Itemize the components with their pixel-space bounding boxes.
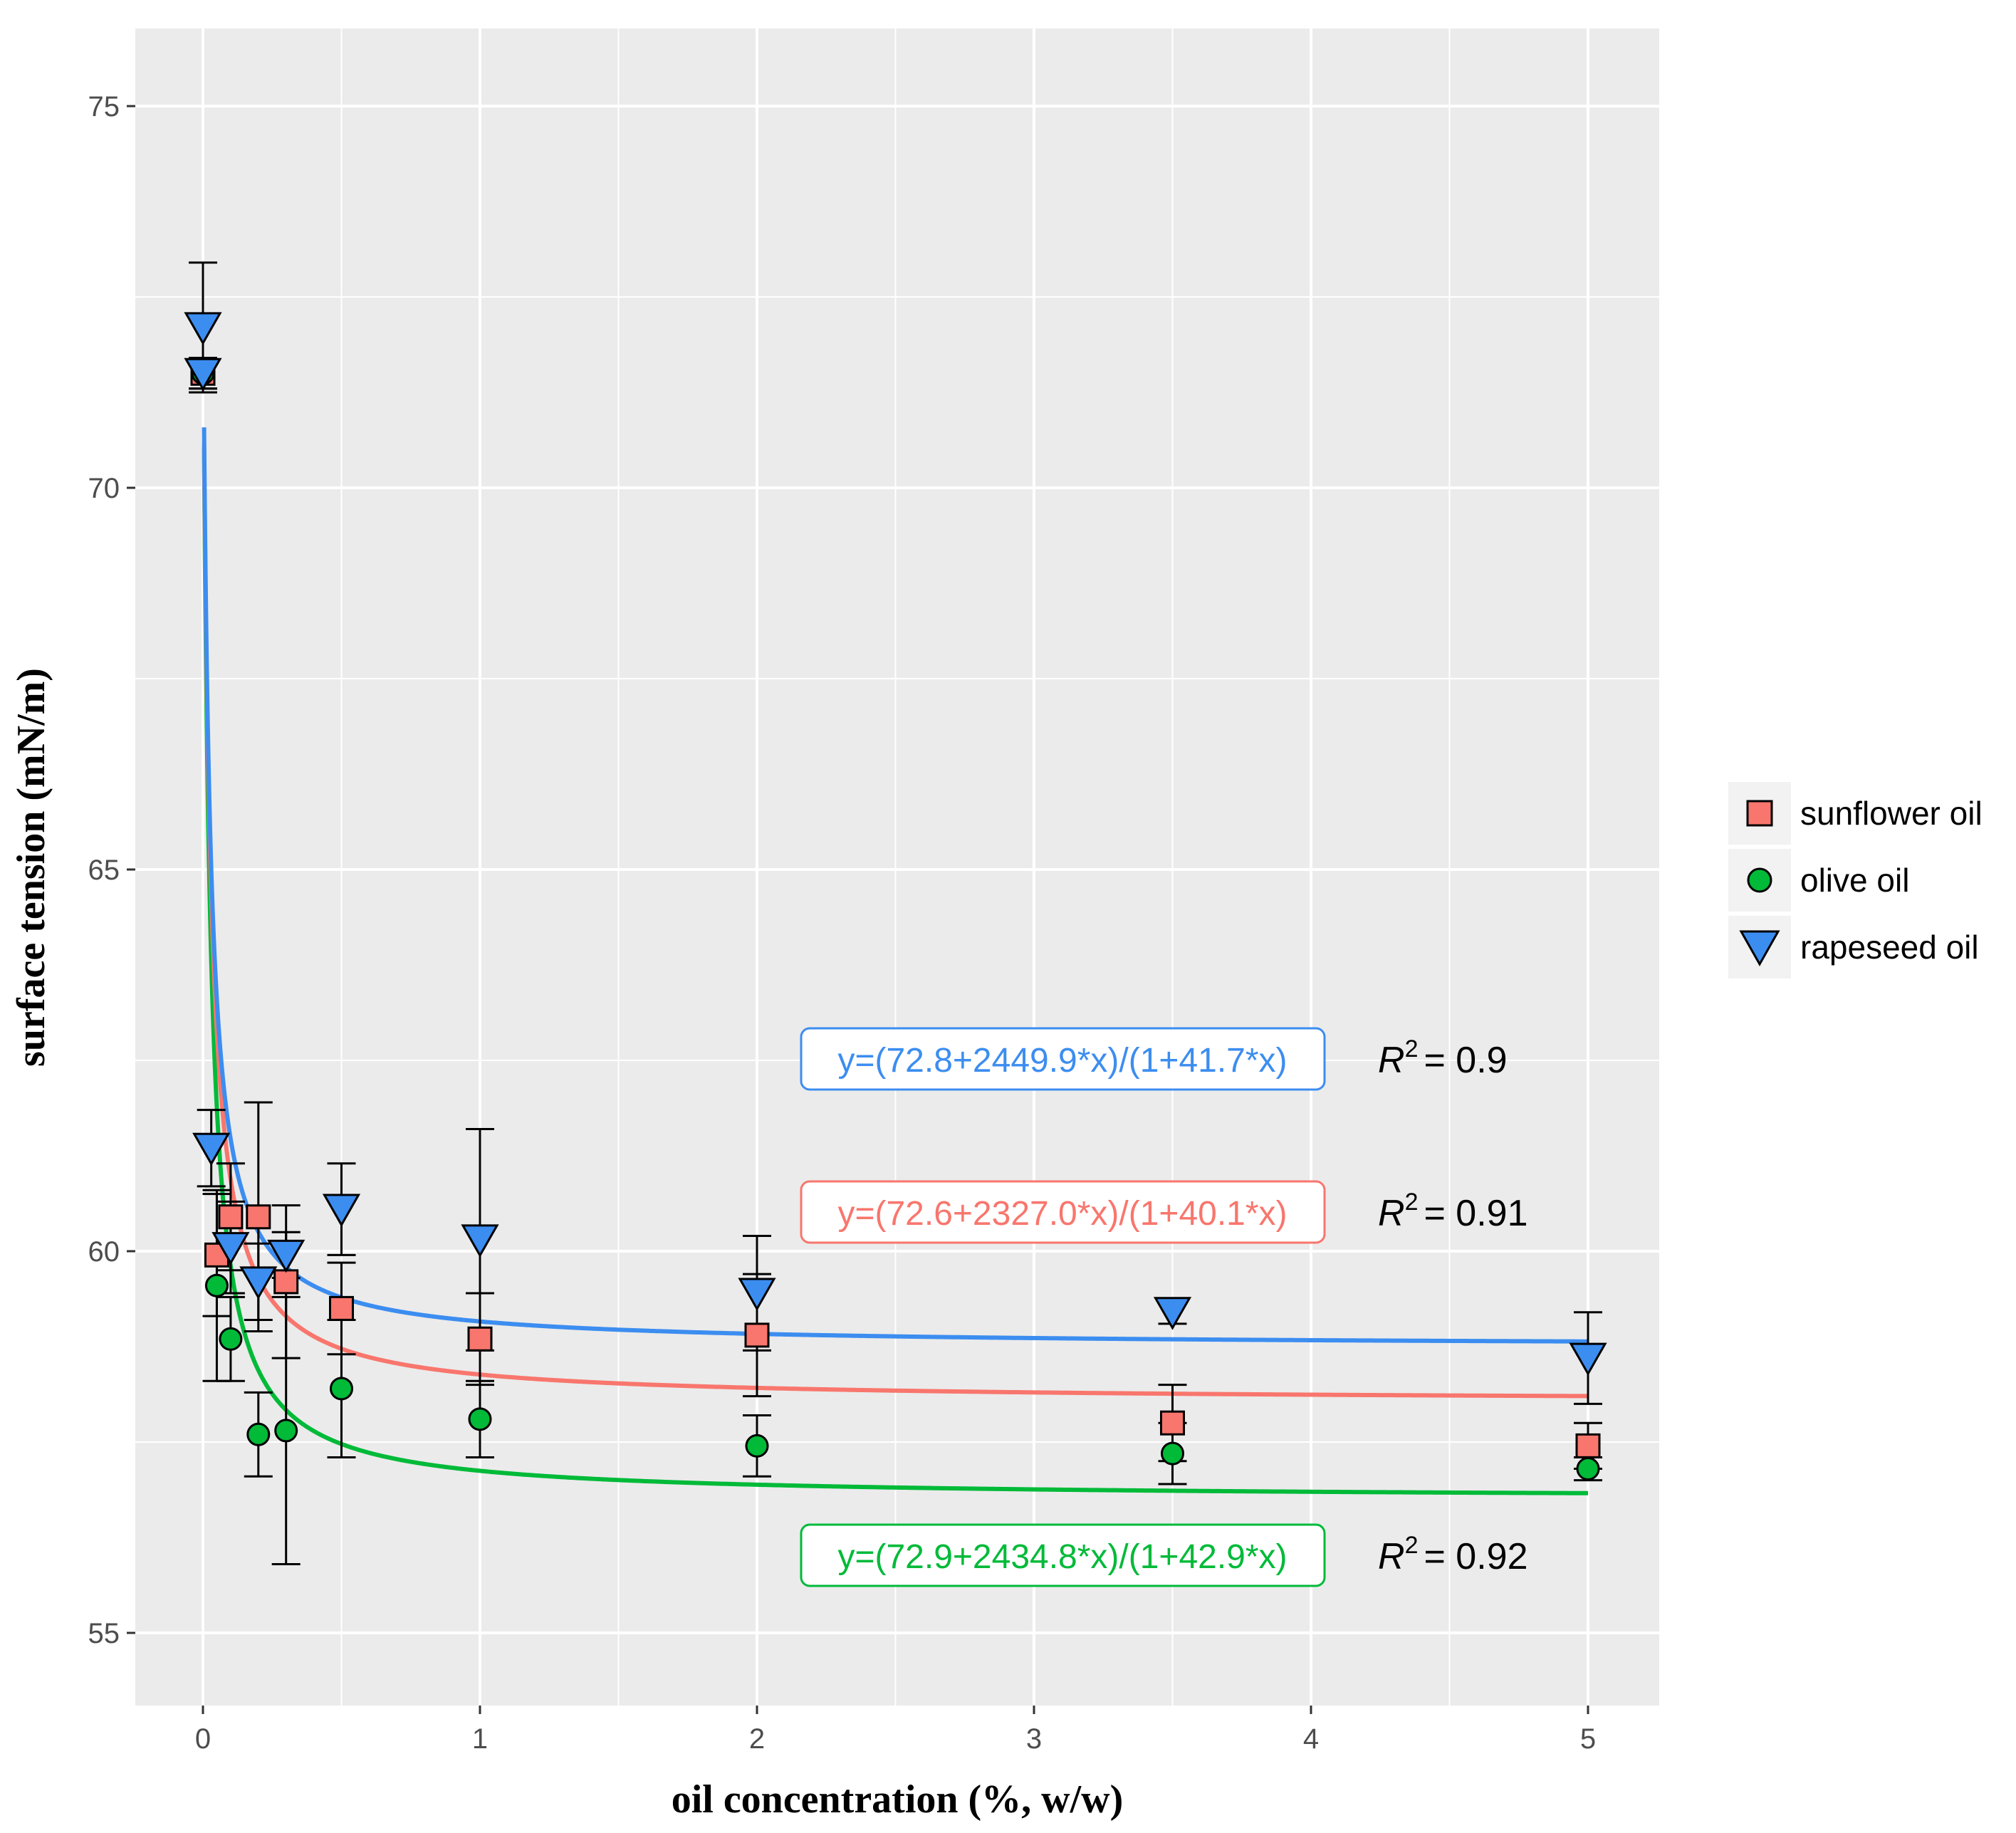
marker-rapeseed-oil [239,1266,278,1300]
legend-label-olive-oil: olive oil [1800,862,1909,899]
marker-olive-oil [1576,1457,1600,1481]
y-tick-label: 60 [88,1236,120,1268]
y-tick-label: 75 [88,91,120,122]
marker-rapeseed-oil [184,312,222,345]
marker-sunflower-oil [329,1295,354,1321]
marker-sunflower-oil [218,1204,244,1230]
marker-olive-oil [1161,1441,1184,1466]
legend-key-sunflower-oil [1746,800,1773,827]
marker-olive-oil [468,1407,492,1431]
marker-olive-oil [204,1273,229,1297]
x-tick-label: 4 [1303,1723,1319,1755]
legend-key-rapeseed-oil [1739,930,1780,967]
marker-rapeseed-oil [267,1239,305,1273]
marker-rapeseed-oil [211,1232,250,1265]
equation-sunflower-oil: y=(72.6+2327.0*x)/(1+40.1*x) [837,1195,1287,1233]
marker-rapeseed-oil [192,1132,231,1166]
marker-olive-oil [274,1419,298,1443]
r-squared-olive-oil: R2 = 0.92 [1378,1532,1528,1577]
equation-box-olive-oil [800,1523,1326,1587]
equation-box-rapeseed-oil [800,1027,1326,1091]
legend: sunflower oil olive oil rapeseed oil [1728,782,1983,978]
marker-sunflower-oil [246,1204,271,1230]
legend-key-olive-oil [1747,867,1772,893]
y-tick-label: 55 [88,1618,120,1649]
marker-olive-oil [745,1434,769,1458]
marker-sunflower-oil [1160,1410,1185,1436]
markers [184,312,1607,1481]
equation-rapeseed-oil: y=(72.8+2449.9*x)/(1+41.7*x) [837,1042,1287,1080]
marker-sunflower-oil [1575,1433,1601,1458]
grid-minor [135,28,1659,1706]
x-tick-label: 5 [1580,1723,1596,1755]
legend-label-rapeseed-oil: rapeseed oil [1800,929,1979,966]
marker-olive-oil [246,1422,271,1446]
marker-rapeseed-oil [738,1278,776,1311]
marker-rapeseed-oil [1153,1297,1192,1330]
marker-rapeseed-oil [184,357,222,392]
x-axis-title: oil concentration (%, w/w) [672,1777,1124,1822]
legend-label-sunflower-oil: sunflower oil [1800,795,1983,832]
x-tick-label: 1 [472,1723,488,1755]
x-tick-label: 3 [1026,1723,1042,1755]
equation-box-sunflower-oil [800,1180,1326,1244]
y-tick-label: 70 [88,473,120,504]
x-tick-label: 0 [195,1723,211,1755]
equation-olive-oil: y=(72.9+2434.8*x)/(1+42.9*x) [837,1538,1287,1576]
grid-major [135,28,1659,1706]
fit-line-olive-oil [202,445,1589,1495]
x-tick-label: 2 [749,1723,765,1755]
marker-sunflower-oil [467,1326,493,1352]
panel-background [135,28,1659,1706]
marker-sunflower-oil [273,1269,299,1295]
fit-line-rapeseed-oil [202,425,1589,1344]
marker-rapeseed-oil [322,1194,361,1228]
marker-olive-oil [330,1377,353,1401]
marker-rapeseed-oil [461,1224,499,1258]
marker-olive-oil [219,1327,243,1351]
marker-sunflower-oil [744,1322,770,1348]
r-squared-rapeseed-oil: R2 = 0.9 [1378,1035,1508,1081]
marker-rapeseed-oil [1569,1342,1607,1377]
y-tick-label: 65 [88,855,120,886]
y-axis-title: surface tension (mN/m) [9,668,53,1067]
r-squared-sunflower-oil: R2 = 0.91 [1378,1189,1528,1234]
equations: y=(72.8+2449.9*x)/(1+41.7*x) R2 = 0.9 y=(72… [800,1027,1528,1587]
